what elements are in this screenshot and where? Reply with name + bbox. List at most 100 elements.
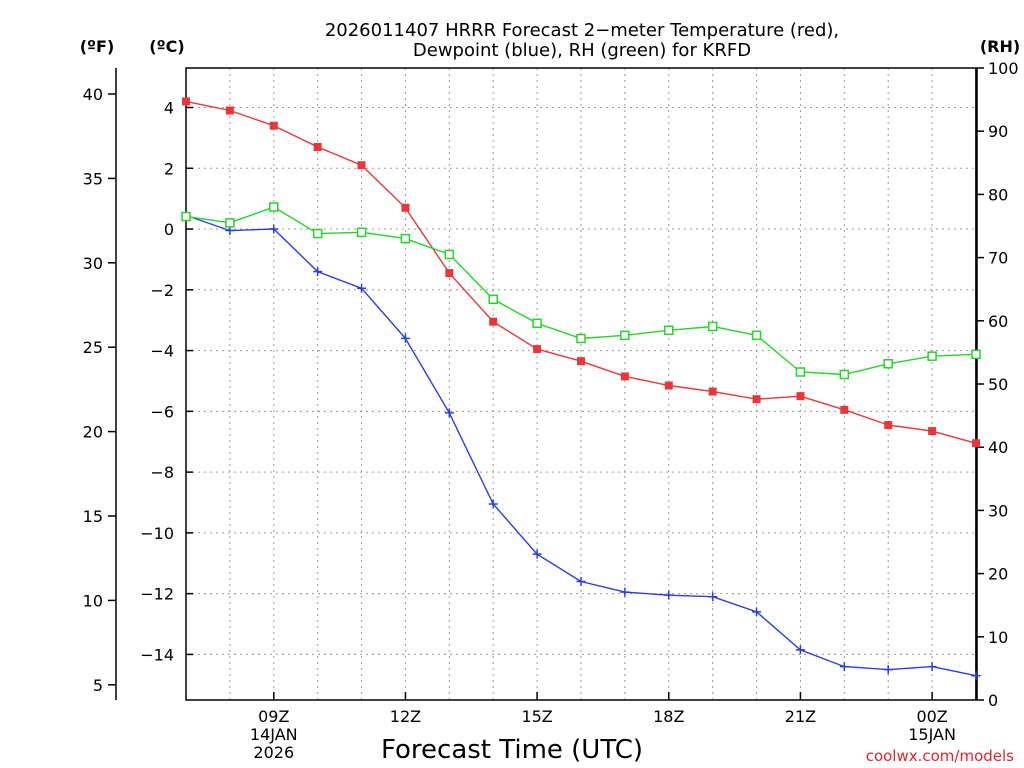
- dewpoint-marker: [664, 590, 674, 600]
- fahrenheit-tick-label: 40: [83, 85, 103, 104]
- rh-tick-label: 0: [988, 691, 998, 710]
- series-layer: [181, 97, 981, 681]
- celsius-tick-label: −6: [150, 402, 174, 421]
- temperature-marker: [357, 161, 366, 170]
- time-tick-label: 15JAN: [908, 725, 956, 744]
- celsius-unit-label: (ºC): [149, 37, 184, 56]
- time-tick-label: 15Z: [521, 707, 552, 726]
- time-tick-label: 14JAN: [250, 725, 298, 744]
- temperature-marker: [840, 405, 849, 414]
- celsius-tick-label: −4: [150, 342, 174, 361]
- chart-title-line2: Dewpoint (blue), RH (green) for KRFD: [413, 40, 751, 61]
- temperature-marker: [577, 357, 585, 366]
- dewpoint-marker: [883, 665, 893, 675]
- dewpoint-marker: [795, 645, 805, 655]
- rh-marker: [664, 325, 674, 336]
- rh-tick-label: 100: [988, 59, 1019, 78]
- dewpoint-marker: [532, 549, 542, 559]
- temperature-marker: [708, 387, 717, 396]
- dewpoint-marker: [708, 592, 718, 602]
- celsius-tick-label: 0: [164, 220, 174, 239]
- rh-tick-label: 20: [988, 565, 1008, 584]
- celsius-tick-label: −10: [140, 524, 174, 543]
- source-credit: coolwx.com/models: [866, 747, 1014, 765]
- rh-marker: [225, 218, 235, 228]
- rh-tick-label: 70: [988, 249, 1008, 268]
- temperature-marker: [928, 427, 937, 436]
- temperature-marker: [313, 143, 322, 151]
- temperature-marker: [225, 106, 234, 115]
- rh-marker: [751, 330, 762, 341]
- rh-marker: [532, 318, 542, 329]
- time-tick-label: 18Z: [653, 707, 684, 726]
- dewpoint-marker: [444, 408, 454, 418]
- x-axis-title: Forecast Time (UTC): [381, 735, 643, 765]
- rh-unit-label: (RH): [980, 37, 1020, 56]
- dewpoint-marker: [620, 587, 630, 597]
- rh-marker: [620, 330, 630, 341]
- fahrenheit-tick-label: 5: [93, 676, 103, 695]
- temperature-marker: [620, 372, 629, 381]
- rh-marker: [488, 294, 498, 305]
- rh-marker: [576, 333, 586, 344]
- temperature-marker: [752, 395, 761, 404]
- dewpoint-marker: [576, 577, 586, 586]
- rh-tick-label: 60: [988, 312, 1008, 331]
- rh-tick-label: 50: [988, 375, 1008, 394]
- dewpoint-marker: [400, 333, 410, 343]
- rh-tick-label: 10: [988, 628, 1008, 647]
- time-tick-label: 00Z: [916, 707, 947, 726]
- tick-layer: 420−2−4−6−8−10−12−1440353025201510510090…: [83, 59, 1019, 762]
- rh-marker: [356, 227, 367, 238]
- celsius-tick-label: 4: [164, 99, 174, 118]
- rh-marker: [707, 321, 718, 332]
- rh-marker: [269, 202, 279, 212]
- temperature-marker: [533, 345, 542, 354]
- grid-layer: [186, 68, 976, 700]
- dewpoint-marker: [357, 283, 367, 293]
- rh-marker: [971, 349, 981, 360]
- fahrenheit-tick-label: 10: [83, 591, 103, 610]
- time-tick-label: 2026: [253, 743, 294, 762]
- rh-marker: [444, 249, 455, 260]
- rh-marker: [883, 359, 893, 369]
- celsius-tick-label: −12: [140, 585, 174, 604]
- time-tick-label: 21Z: [785, 707, 816, 726]
- rh-tick-label: 80: [988, 185, 1008, 204]
- temperature-marker: [445, 269, 454, 278]
- rh-marker: [927, 351, 937, 361]
- temperature-marker: [796, 392, 805, 401]
- rh-marker: [312, 228, 323, 239]
- temperature-marker: [269, 121, 278, 130]
- temperature-marker: [972, 439, 980, 448]
- dewpoint-marker: [313, 267, 323, 277]
- dewpoint-marker: [488, 499, 498, 509]
- rh-marker: [400, 233, 411, 244]
- temperature-marker: [664, 381, 673, 390]
- rh-marker: [839, 369, 850, 380]
- fahrenheit-tick-label: 15: [83, 507, 103, 526]
- fahrenheit-unit-label: (ºF): [80, 37, 115, 56]
- celsius-tick-label: −8: [150, 463, 174, 482]
- plot-frame: [185, 67, 977, 701]
- chart-title-line1: 2026011407 HRRR Forecast 2−meter Tempera…: [325, 20, 839, 41]
- time-tick-label: 12Z: [390, 707, 421, 726]
- fahrenheit-tick-label: 25: [83, 338, 103, 357]
- rh-tick-label: 90: [988, 122, 1008, 141]
- dewpoint-marker: [971, 671, 981, 681]
- rh-tick-label: 40: [988, 438, 1008, 457]
- celsius-tick-label: 2: [164, 159, 174, 178]
- celsius-tick-label: −14: [140, 645, 174, 664]
- dewpoint-marker: [269, 224, 279, 234]
- celsius-tick-label: −2: [150, 281, 174, 300]
- rh-marker: [795, 367, 806, 377]
- dewpoint-marker: [839, 662, 849, 672]
- fahrenheit-tick-label: 35: [83, 169, 103, 188]
- fahrenheit-tick-label: 30: [83, 254, 103, 273]
- temperature-marker: [884, 421, 893, 430]
- dewpoint-marker: [752, 607, 762, 617]
- time-tick-label: 09Z: [258, 707, 289, 726]
- rh-marker: [181, 211, 191, 222]
- fahrenheit-tick-label: 20: [83, 423, 103, 442]
